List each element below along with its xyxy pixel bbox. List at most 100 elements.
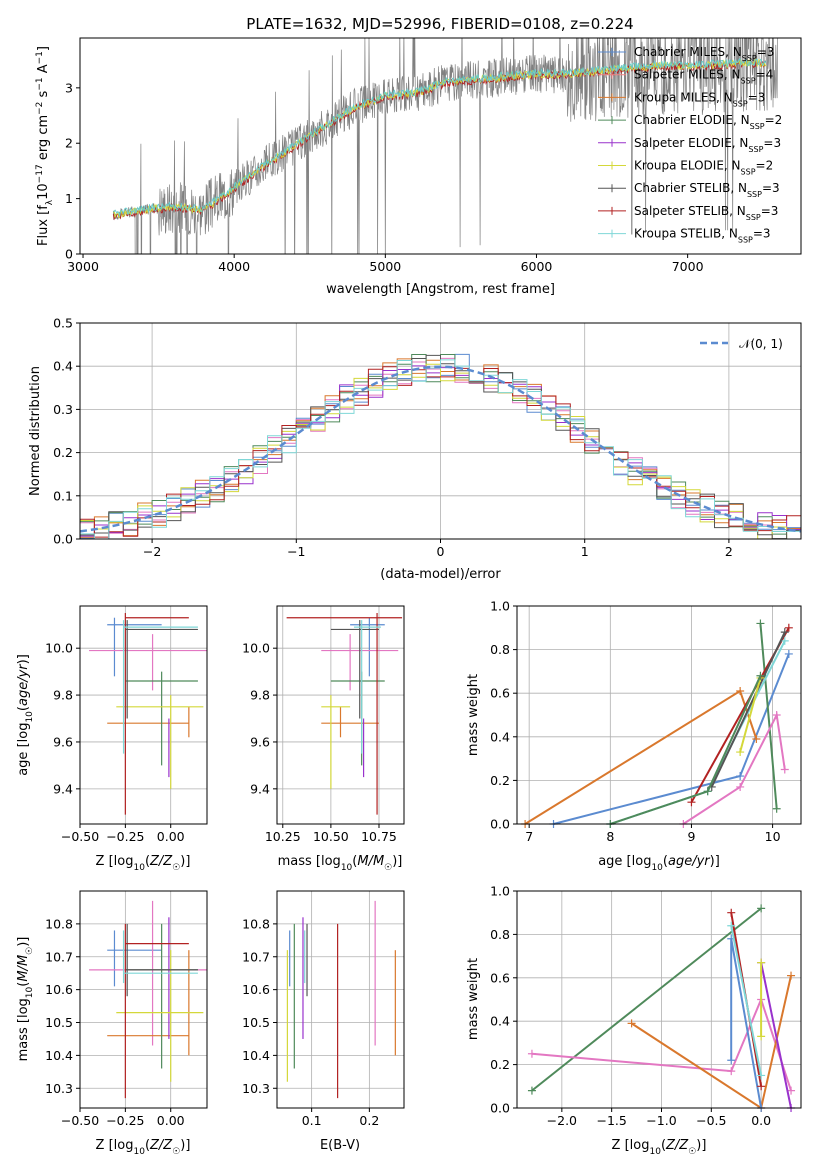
weight-point <box>757 904 766 913</box>
weight-point <box>727 921 736 930</box>
plot-frame <box>79 37 802 255</box>
x-tick-label: 2 <box>725 544 733 559</box>
y-tick-label: 0.8 <box>490 927 510 942</box>
y-tick-label: 0.0 <box>490 817 510 832</box>
legend-label: Kroupa STELIB, NSSP=3 <box>634 227 771 245</box>
y-tick-label: 0.4 <box>490 1014 510 1029</box>
x-tick-label: −1.0 <box>646 1113 676 1128</box>
x-tick-label: 1 <box>581 544 589 559</box>
weight-point <box>703 787 712 796</box>
x-tick-label: −0.50 <box>61 829 99 844</box>
legend-label: Kroupa MILES, NSSP=3 <box>634 90 765 108</box>
weight-point <box>757 1032 766 1041</box>
weight-point <box>736 687 745 696</box>
y-tick-label: 10.3 <box>45 1081 73 1096</box>
spectrum-lines <box>112 38 779 254</box>
weight-line <box>531 907 762 1092</box>
x-tick-label: −0.25 <box>106 1113 144 1128</box>
y-tick-label: 0.5 <box>53 316 73 331</box>
x-tick-label: −0.50 <box>61 1113 99 1128</box>
x-tick-label: 3000 <box>67 259 99 274</box>
y-tick-label: 9.4 <box>53 781 73 796</box>
weight-point <box>772 804 781 813</box>
y-tick-label: 1 <box>65 191 73 206</box>
y-tick-label: 0.2 <box>490 773 510 788</box>
plot-frame <box>276 890 405 1109</box>
y-tick-label: 2 <box>65 136 73 151</box>
residuals-panel: −2 −1 0 1 2 0.0 0.1 0.2 0.3 0.4 0.5 𝒩(0, 1) (data-mo… <box>28 316 802 582</box>
x-axis-label: Z [log10(Z/Z☉)] <box>96 854 191 873</box>
legend-label: Kroupa ELODIE, NSSP=2 <box>634 159 773 177</box>
weight-vs-age-panel: 7 8 9 10 0.0 0.2 0.4 0.6 0.8 1.0 age [log10(age/yr… <box>466 599 802 873</box>
y-tick-label: 0.2 <box>490 1057 510 1072</box>
y-axis-label: age [log10(age/yr)] <box>16 654 35 776</box>
x-tick-label: −2.0 <box>547 1113 577 1128</box>
weight-point <box>780 765 789 774</box>
x-tick-label: 5000 <box>369 259 401 274</box>
weight-point <box>787 971 796 980</box>
x-tick-label: 6000 <box>521 259 553 274</box>
age-vs-metallicity-panel: −0.50 −0.25 0.00 9.4 9.6 9.8 10.0 Z [log10(Z/Z☉… <box>16 605 208 873</box>
x-axis-label: Z [log10(Z/Z☉)] <box>96 1138 191 1157</box>
x-tick-label: −0.25 <box>106 829 144 844</box>
error-bars <box>286 900 396 1099</box>
x-tick-label: 8 <box>606 829 614 844</box>
plot-frame <box>276 605 405 825</box>
weight-line <box>710 631 786 788</box>
y-tick-label: 10.3 <box>242 1081 270 1096</box>
y-tick-label: 10.6 <box>45 982 73 997</box>
y-tick-label: 9.6 <box>250 734 270 749</box>
x-axis-label: E(B-V) <box>320 1138 360 1153</box>
weight-point <box>757 1071 766 1080</box>
weight-point <box>752 734 761 743</box>
y-tick-label: 10.7 <box>45 949 73 964</box>
weight-point <box>736 772 745 781</box>
model-spectrum <box>112 60 767 221</box>
y-tick-label: 10.0 <box>45 641 73 656</box>
x-tick-label: −1 <box>287 544 305 559</box>
weight-line <box>682 711 786 825</box>
y-axis-label: Normed distribution <box>28 366 43 496</box>
y-tick-label: 9.4 <box>250 781 270 796</box>
x-tick-label: 0.2 <box>359 1113 379 1128</box>
chart-title: PLATE=1632, MJD=52996, FIBERID=0108, z=0… <box>246 15 633 33</box>
y-tick-label: 10.0 <box>242 641 270 656</box>
weight-line <box>609 640 786 825</box>
y-tick-label: 0.8 <box>490 642 510 657</box>
y-tick-label: 0.1 <box>53 488 73 503</box>
y-tick-label: 0.2 <box>53 445 73 460</box>
x-tick-label: 0.0 <box>751 1113 771 1128</box>
legend-label: 𝒩(0, 1) <box>739 337 783 351</box>
error-bars <box>286 613 403 815</box>
error-bars <box>89 613 207 815</box>
x-axis-label: wavelength [Angstrom, rest frame] <box>326 282 555 297</box>
error-bars <box>89 900 207 1099</box>
weight-point <box>756 619 765 628</box>
y-tick-label: 0 <box>65 247 73 262</box>
x-tick-label: 10.25 <box>265 829 301 844</box>
x-axis-label: Z [log10(Z/Z☉)] <box>612 1138 707 1157</box>
histogram <box>80 359 801 539</box>
y-tick-label: 0.6 <box>490 970 510 985</box>
weight-line <box>730 925 763 1076</box>
y-tick-label: 10.5 <box>45 1015 73 1030</box>
weight-vs-metallicity-panel: −2.0 −1.5 −1.0 −0.5 0.0 0.0 0.2 0.4 0.6 0.8 1.0 Z [… <box>466 884 802 1157</box>
y-axis-label: mass [log10(M/M☉)] <box>16 937 35 1062</box>
age-vs-mass-panel: 10.25 10.50 10.75 9.4 9.6 9.8 10.0 mass [log10(… <box>242 605 405 873</box>
x-tick-label: 10.50 <box>313 829 349 844</box>
x-tick-label: 10.75 <box>361 829 397 844</box>
weight-point <box>687 798 696 807</box>
weight-point <box>727 908 736 917</box>
x-axis-label: (data-model)/error <box>380 567 501 582</box>
weight-line <box>739 677 762 753</box>
spectrum-panel: 3000 4000 5000 6000 7000 0 1 2 3 wavelength [Angs… <box>35 37 802 297</box>
x-tick-label: 0 <box>437 544 445 559</box>
legend-label: Chabrier STELIB, NSSP=3 <box>634 181 780 199</box>
legend-label: Chabrier ELODIE, NSSP=2 <box>634 113 782 131</box>
legend-label: Salpeter ELODIE, NSSP=3 <box>634 136 781 154</box>
y-tick-label: 9.8 <box>250 688 270 703</box>
y-axis-label: mass weight <box>466 958 481 1040</box>
weight-point <box>756 671 765 680</box>
observed-spectrum <box>112 38 779 254</box>
